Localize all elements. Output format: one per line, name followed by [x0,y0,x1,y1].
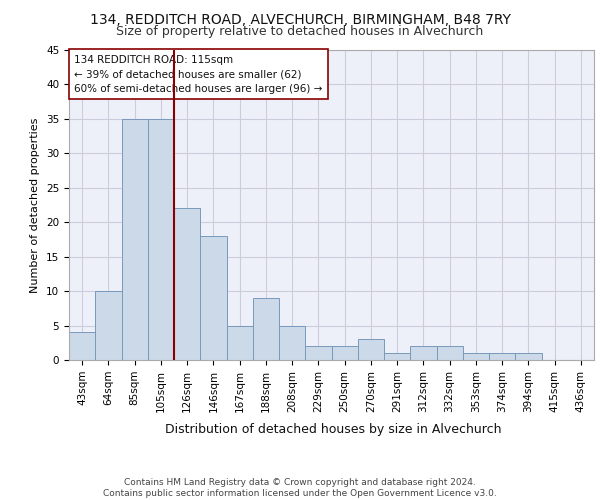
Bar [358,340,384,360]
Bar [331,346,358,360]
Bar [148,119,174,360]
Bar [95,291,121,360]
Text: 134, REDDITCH ROAD, ALVECHURCH, BIRMINGHAM, B48 7RY: 134, REDDITCH ROAD, ALVECHURCH, BIRMINGH… [89,12,511,26]
Bar [437,346,463,360]
Text: Size of property relative to detached houses in Alvechurch: Size of property relative to detached ho… [116,25,484,38]
Bar [227,326,253,360]
Y-axis label: Number of detached properties: Number of detached properties [31,118,40,292]
Text: 134 REDDITCH ROAD: 115sqm
← 39% of detached houses are smaller (62)
60% of semi-: 134 REDDITCH ROAD: 115sqm ← 39% of detac… [74,54,323,94]
Bar [410,346,437,360]
Bar [515,353,542,360]
Text: Distribution of detached houses by size in Alvechurch: Distribution of detached houses by size … [165,422,501,436]
Bar [489,353,515,360]
Bar [200,236,227,360]
Bar [384,353,410,360]
Bar [69,332,95,360]
Bar [279,326,305,360]
Bar [121,119,148,360]
Text: Contains HM Land Registry data © Crown copyright and database right 2024.
Contai: Contains HM Land Registry data © Crown c… [103,478,497,498]
Bar [253,298,279,360]
Bar [463,353,489,360]
Bar [174,208,200,360]
Bar [305,346,331,360]
